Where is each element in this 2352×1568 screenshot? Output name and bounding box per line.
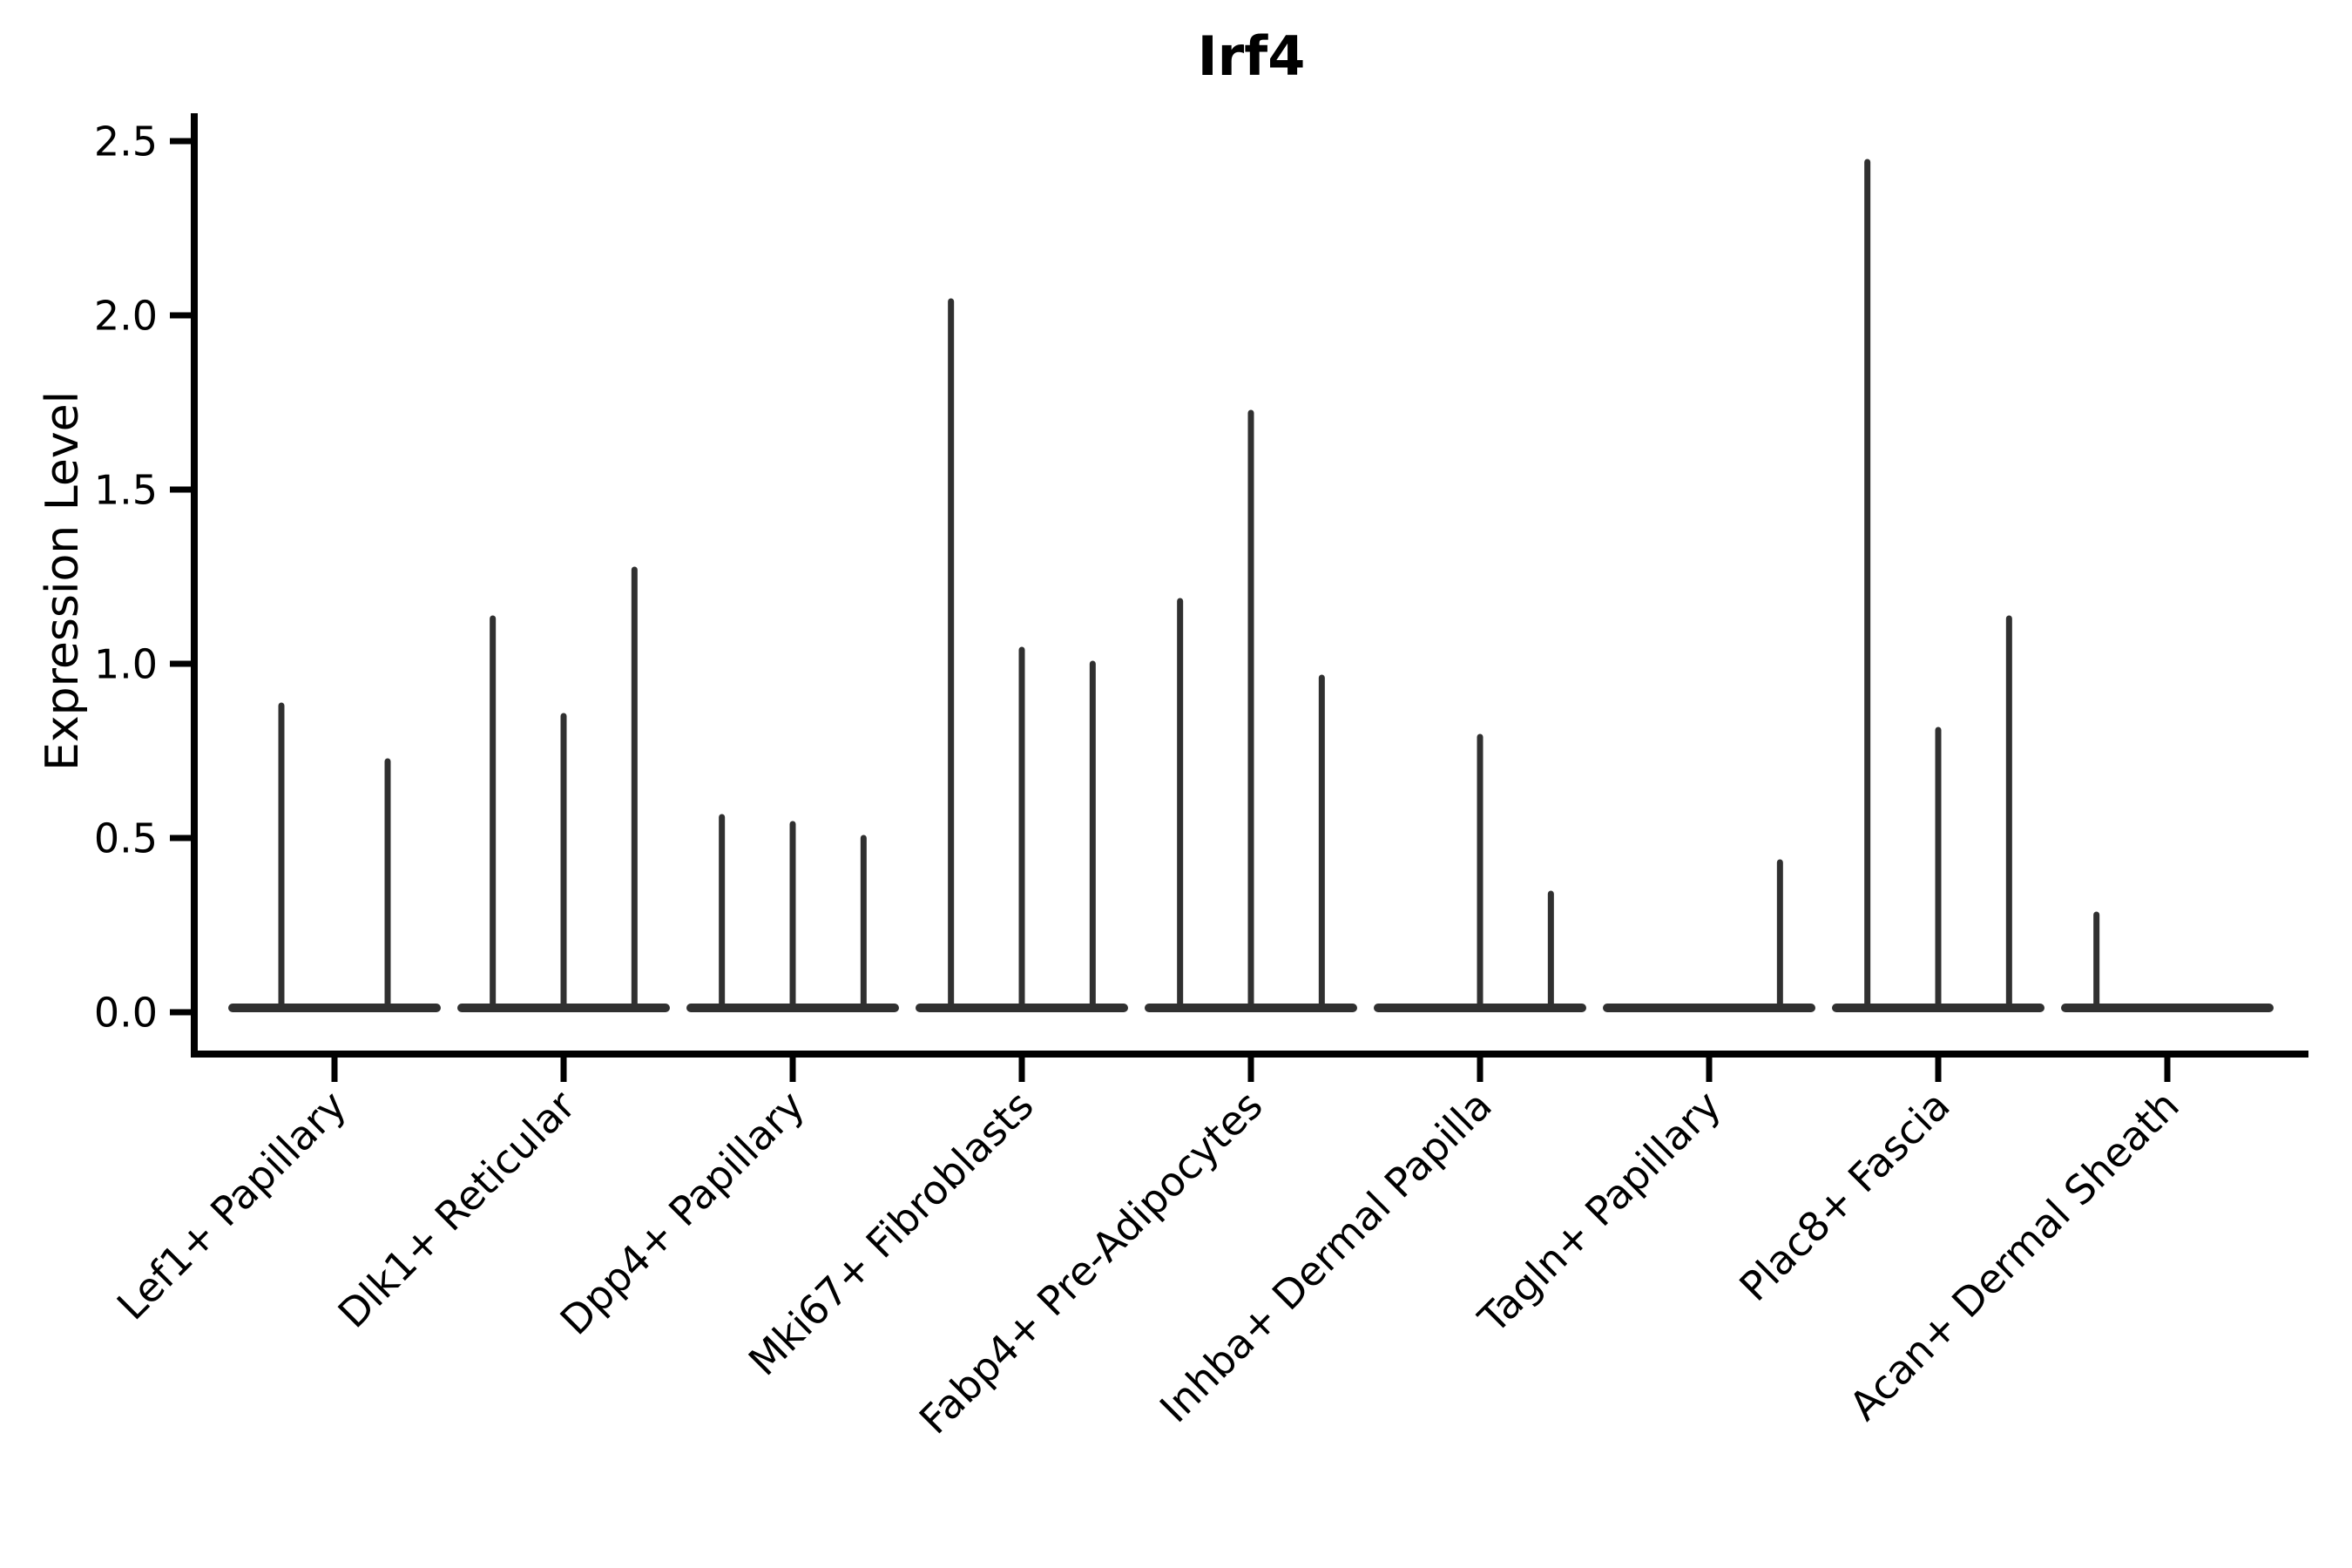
y-tick-label: 0.0 [94,990,158,1037]
x-tick-label: Lef1+ Papillary [108,1082,355,1329]
y-tick-label: 0.5 [94,815,158,862]
x-tick-label: Dpp4+ Papillary [551,1082,814,1344]
x-tick-label: Plac8+ Fascia [1730,1082,1958,1310]
x-tick-label: Tagln+ Papillary [1469,1082,1730,1343]
y-tick-label: 2.5 [94,118,158,166]
y-tick-label: 2.0 [94,293,158,340]
x-tick-label: Dlk1+ Reticular [329,1082,585,1337]
y-tick-label: 1.5 [94,467,158,514]
plot-title: Irf4 [1197,24,1306,88]
y-tick-label: 1.0 [94,641,158,688]
